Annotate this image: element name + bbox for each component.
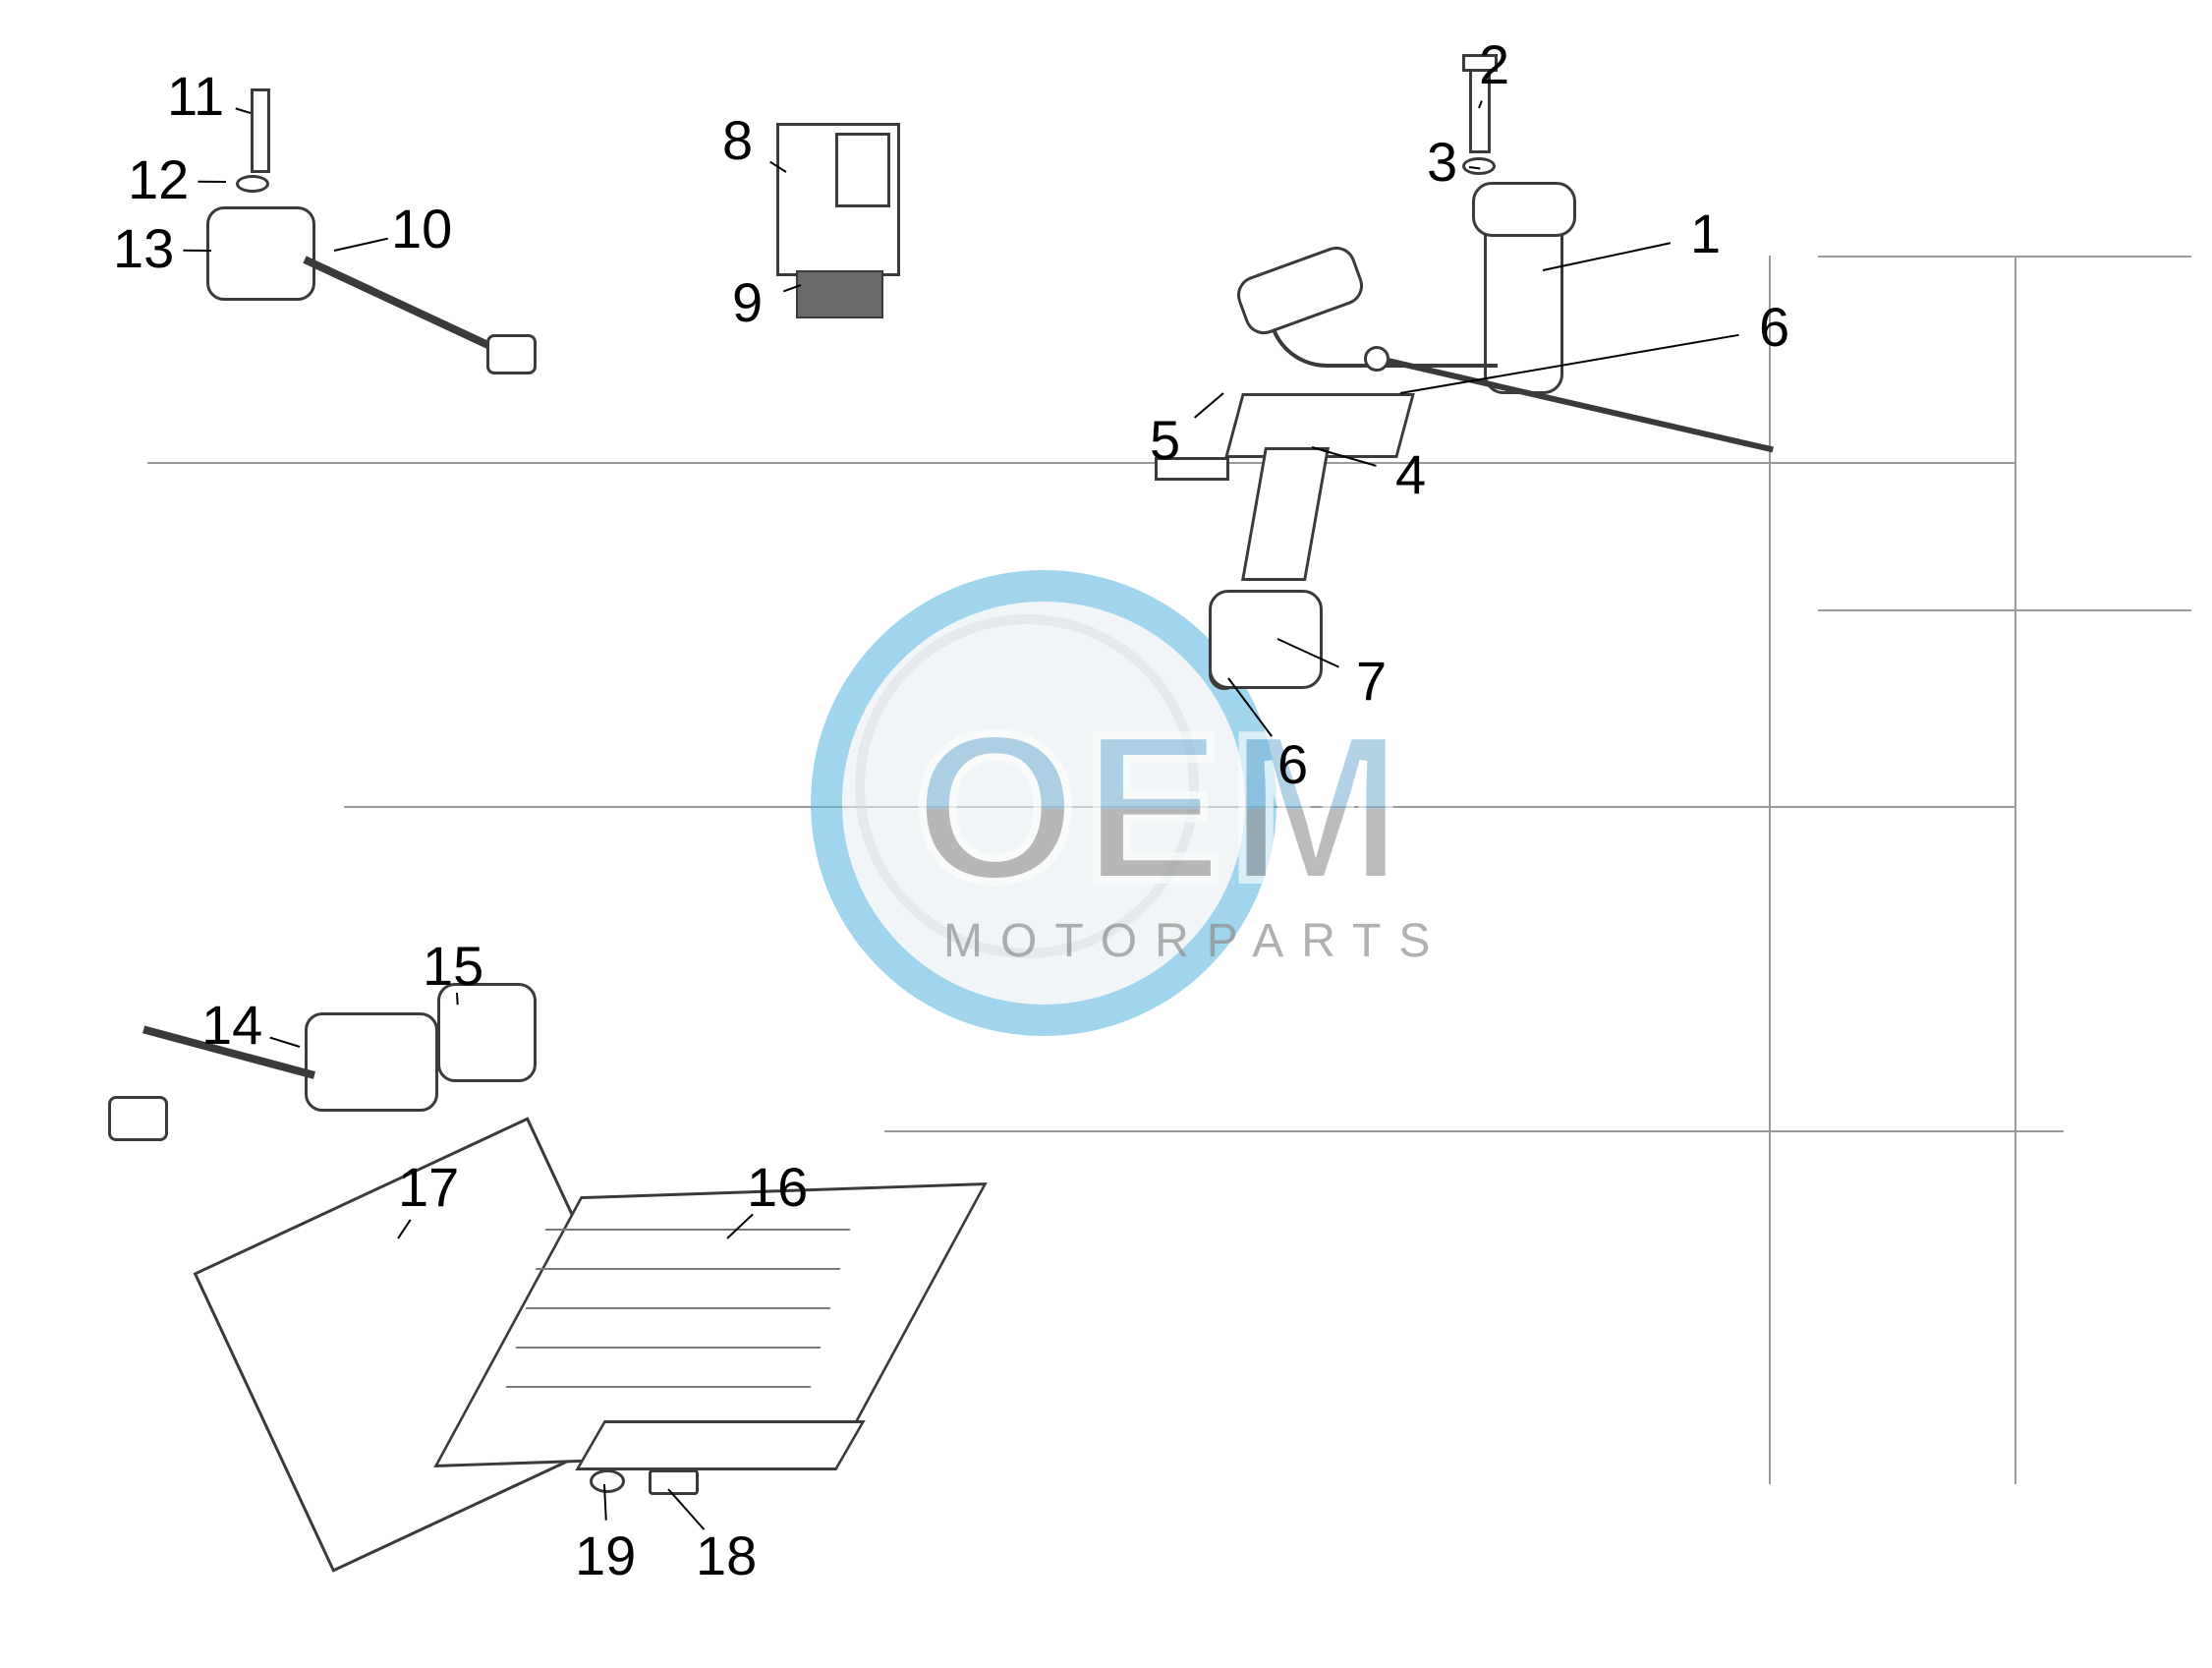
part-ecu-pcb [544, 1229, 850, 1231]
callout-number: 19 [575, 1528, 636, 1583]
callout-number: 17 [398, 1160, 459, 1215]
part-cable-tie-upper [1370, 354, 1774, 452]
callout-number: 6 [1277, 737, 1308, 792]
part-ignition-coil-cap [1472, 182, 1576, 237]
callout-number: 5 [1150, 413, 1180, 468]
chassis-outline [1818, 256, 2191, 258]
chassis-outline [2014, 256, 2016, 1484]
callout-number: 13 [113, 221, 174, 276]
watermark-wordmark-bottom: OEM [914, 688, 1409, 929]
callout-leader [668, 1489, 705, 1529]
part-fall-sensor [1209, 590, 1323, 689]
chassis-outline [147, 462, 2014, 464]
chassis-outline [344, 806, 2014, 808]
callout-number: 18 [696, 1528, 757, 1583]
part-sensor-screw [251, 88, 270, 173]
part-cable-tie-head-upper [1364, 346, 1390, 372]
callout-number: 16 [747, 1160, 808, 1215]
callout-leader [1195, 393, 1223, 418]
chassis-outline [884, 1130, 2064, 1132]
callout-number: 14 [201, 998, 262, 1053]
callout-number: 2 [1479, 37, 1509, 92]
callout-number: 8 [722, 113, 753, 168]
part-ecu-pcb [505, 1386, 811, 1388]
part-ecu-pcb [515, 1347, 821, 1349]
callout-number: 6 [1759, 300, 1789, 355]
part-diagnostic-cable-end [108, 1096, 168, 1141]
watermark-globe [811, 570, 1276, 1036]
callout-number: 10 [391, 201, 452, 257]
part-ecu-screw [649, 1469, 699, 1495]
chassis-outline [1769, 256, 1771, 1484]
part-tip-over-sensor [206, 206, 315, 301]
callout-number: 1 [1690, 206, 1721, 261]
callout-number: 4 [1395, 447, 1426, 502]
part-tip-over-sensor-cable-plug [486, 334, 537, 374]
watermark-globe-shadow [855, 614, 1199, 958]
part-ecu-pcb [535, 1268, 840, 1270]
part-ecu-pcb [525, 1307, 830, 1309]
callout-leader [236, 108, 251, 113]
callout-number: 11 [167, 69, 224, 124]
part-relay-tab [835, 133, 890, 207]
part-diagnostic-connector [305, 1012, 438, 1112]
part-coil-washer [1462, 157, 1496, 175]
part-ecu-washer [590, 1469, 625, 1493]
part-tip-over-sensor-cable [303, 256, 493, 350]
callout-number: 9 [732, 275, 763, 330]
part-ecu-connector-header [575, 1420, 865, 1470]
chassis-outline [1818, 609, 2191, 611]
part-connector-cover [437, 983, 537, 1082]
watermark-wordmark-top: OEM [914, 688, 1409, 929]
callout-number: 12 [128, 152, 189, 207]
part-sensor-washer [236, 175, 269, 193]
callout-number: 7 [1356, 654, 1387, 709]
callout-leader [334, 239, 388, 251]
diagram-stage: OEM OEM MOTORPARTS [0, 0, 2212, 1668]
watermark-subtitle: MOTORPARTS [943, 914, 1447, 968]
callout-leader [270, 1038, 300, 1047]
part-relay-socket [796, 270, 883, 318]
callout-number: 3 [1427, 135, 1457, 190]
callout-number: 15 [423, 939, 483, 994]
part-coil-bracket-leg [1241, 447, 1330, 581]
